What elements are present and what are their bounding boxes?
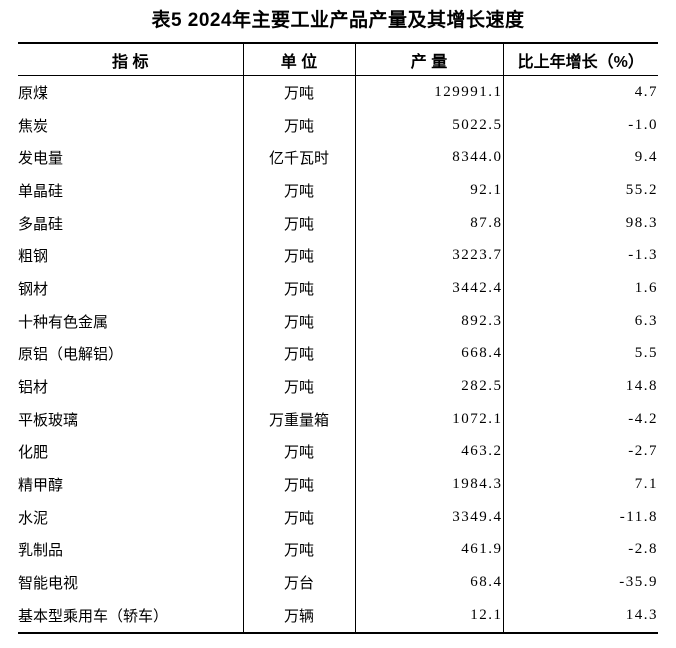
cell-indicator: 焦炭: [18, 108, 244, 142]
table-title: 表5 2024年主要工业产品产量及其增长速度: [151, 10, 525, 31]
cell-output: 668.4: [355, 337, 504, 371]
column-header-output: 产 量: [355, 43, 504, 76]
cell-growth: -35.9: [619, 574, 658, 591]
cell-output: 8344.0: [355, 141, 504, 175]
cell-output: 282.5: [355, 370, 504, 403]
table-row: 基本型乘用车（轿车） 万辆 12.1 14.3: [18, 599, 658, 633]
cell-unit: 万吨: [243, 239, 356, 273]
cell-indicator: 多晶硅: [18, 206, 244, 240]
table-row: 焦炭 万吨 5022.5 -1.0: [18, 108, 658, 142]
cell-indicator: 乳制品: [18, 533, 244, 567]
column-header-growth: 比上年增长（%）: [503, 43, 658, 76]
table-row: 智能电视 万台 68.4 -35.9: [18, 566, 658, 599]
cell-growth: 7.1: [634, 476, 658, 493]
cell-growth: 9.4: [634, 149, 658, 166]
cell-unit: 亿千瓦时: [243, 141, 356, 175]
table-row: 原煤 万吨 129991.1 4.7: [18, 75, 658, 109]
cell-unit: 万吨: [243, 108, 356, 142]
cell-output: 3223.7: [355, 239, 504, 273]
cell-unit: 万吨: [243, 174, 356, 207]
cell-growth: -2.7: [628, 443, 658, 460]
cell-indicator: 化肥: [18, 435, 244, 469]
cell-indicator: 单晶硅: [18, 174, 244, 207]
table-row: 钢材 万吨 3442.4 1.6: [18, 272, 658, 305]
cell-unit: 万吨: [243, 500, 356, 534]
column-header-indicator: 指 标: [18, 43, 244, 76]
table-row: 粗钢 万吨 3223.7 -1.3: [18, 239, 658, 273]
cell-output: 129991.1: [355, 75, 504, 109]
cell-indicator: 原铝（电解铝）: [18, 337, 244, 371]
cell-indicator: 水泥: [18, 500, 244, 534]
column-header-unit: 单 位: [243, 43, 356, 76]
cell-unit: 万吨: [243, 206, 356, 240]
cell-growth: 14.8: [625, 378, 658, 395]
cell-unit: 万吨: [243, 435, 356, 469]
cell-unit: 万吨: [243, 304, 356, 338]
cell-growth: 14.3: [625, 606, 658, 623]
cell-unit: 万吨: [243, 370, 356, 403]
cell-growth: 98.3: [625, 214, 658, 231]
cell-growth: -1.3: [628, 247, 658, 264]
cell-indicator: 十种有色金属: [18, 304, 244, 338]
table-row: 单晶硅 万吨 92.1 55.2: [18, 174, 658, 207]
cell-growth: -1.0: [628, 116, 658, 133]
cell-output: 3442.4: [355, 272, 504, 305]
cell-indicator: 智能电视: [18, 566, 244, 599]
cell-indicator: 粗钢: [18, 239, 244, 273]
table-body: 原煤 万吨 129991.1 4.7 焦炭 万吨 5022.5 -1.0 发电量…: [18, 75, 658, 633]
table-row: 十种有色金属 万吨 892.3 6.3: [18, 304, 658, 338]
cell-unit: 万辆: [243, 599, 356, 633]
table-row: 多晶硅 万吨 87.8 98.3: [18, 206, 658, 240]
table-row: 化肥 万吨 463.2 -2.7: [18, 435, 658, 469]
cell-output: 5022.5: [355, 108, 504, 142]
cell-growth: 55.2: [625, 181, 658, 198]
table-row: 水泥 万吨 3349.4 -11.8: [18, 500, 658, 534]
cell-growth: 5.5: [634, 345, 658, 362]
cell-output: 3349.4: [355, 500, 504, 534]
cell-indicator: 铝材: [18, 370, 244, 403]
cell-output: 1072.1: [355, 402, 504, 436]
cell-growth: 6.3: [634, 312, 658, 329]
cell-output: 12.1: [355, 599, 504, 633]
cell-unit: 万台: [243, 566, 356, 599]
cell-output: 68.4: [355, 566, 504, 599]
cell-output: 92.1: [355, 174, 504, 207]
table-row: 铝材 万吨 282.5 14.8: [18, 370, 658, 403]
table-header-row: 指 标 单 位 产 量 比上年增长（%）: [18, 43, 658, 76]
cell-output: 461.9: [355, 533, 504, 567]
table-row: 发电量 亿千瓦时 8344.0 9.4: [18, 141, 658, 175]
table-row: 原铝（电解铝） 万吨 668.4 5.5: [18, 337, 658, 371]
cell-unit: 万吨: [243, 75, 356, 109]
cell-growth: -2.8: [628, 541, 658, 558]
cell-indicator: 发电量: [18, 141, 244, 175]
cell-indicator: 平板玻璃: [18, 402, 244, 436]
cell-unit: 万吨: [243, 533, 356, 567]
cell-indicator: 精甲醇: [18, 468, 244, 501]
cell-unit: 万吨: [243, 272, 356, 305]
cell-output: 892.3: [355, 304, 504, 338]
cell-indicator: 原煤: [18, 75, 244, 109]
cell-growth: 1.6: [634, 279, 658, 296]
cell-growth: -11.8: [619, 508, 658, 525]
cell-indicator: 钢材: [18, 272, 244, 305]
cell-growth: -4.2: [628, 410, 658, 427]
cell-indicator: 基本型乘用车（轿车）: [18, 599, 244, 633]
table-row: 乳制品 万吨 461.9 -2.8: [18, 533, 658, 567]
cell-output: 463.2: [355, 435, 504, 469]
table-row: 精甲醇 万吨 1984.3 7.1: [18, 468, 658, 501]
cell-output: 1984.3: [355, 468, 504, 501]
cell-unit: 万吨: [243, 337, 356, 371]
cell-unit: 万重量箱: [243, 402, 356, 436]
cell-output: 87.8: [355, 206, 504, 240]
industrial-output-table: 指 标 单 位 产 量 比上年增长（%） 原煤 万吨 129991.1 4.7 …: [18, 42, 658, 634]
table-row: 平板玻璃 万重量箱 1072.1 -4.2: [18, 402, 658, 436]
cell-unit: 万吨: [243, 468, 356, 501]
cell-growth: 4.7: [634, 83, 658, 100]
